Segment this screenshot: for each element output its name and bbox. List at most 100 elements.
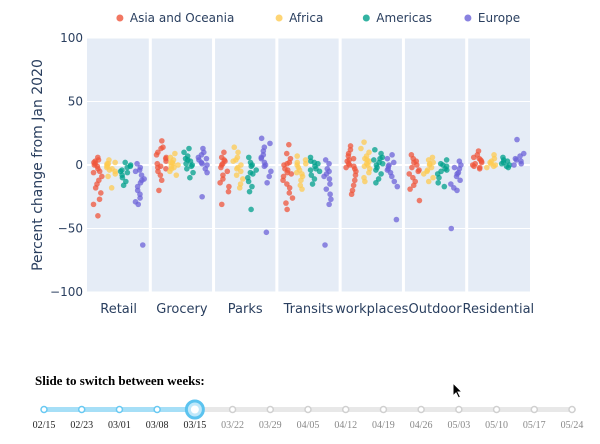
slider-step-label[interactable]: 03/22 xyxy=(221,420,244,431)
data-point xyxy=(95,213,101,219)
data-point xyxy=(112,171,119,177)
slider-step-dot[interactable] xyxy=(304,405,312,414)
data-point xyxy=(96,168,103,175)
data-point xyxy=(134,160,140,167)
data-point xyxy=(454,171,460,177)
slider-step-dot[interactable] xyxy=(40,405,48,414)
slider-step-label[interactable]: 05/03 xyxy=(447,420,470,431)
slider-step-label[interactable]: 05/24 xyxy=(561,420,584,431)
data-point xyxy=(406,171,413,177)
slider-step-label[interactable]: 03/01 xyxy=(108,420,131,431)
data-point xyxy=(106,167,113,173)
slider-step-dot[interactable] xyxy=(153,405,161,414)
data-point xyxy=(293,169,300,176)
data-point xyxy=(246,188,253,195)
slider-step-dot[interactable] xyxy=(417,405,425,414)
data-point xyxy=(199,160,205,167)
slider-step-dot[interactable] xyxy=(568,405,576,414)
data-point xyxy=(284,160,290,167)
y-axis-title: Percent change from Jan 2020 xyxy=(30,59,46,271)
data-point xyxy=(364,157,370,163)
slider-step-label[interactable]: 04/05 xyxy=(297,420,320,431)
data-point xyxy=(294,153,301,159)
slider-step-label[interactable]: 03/08 xyxy=(146,420,169,431)
data-point xyxy=(90,169,97,176)
data-point xyxy=(266,173,273,180)
legend-label: Americas xyxy=(376,11,432,25)
data-point xyxy=(371,157,377,163)
data-point xyxy=(226,183,232,190)
data-point xyxy=(217,179,223,186)
week-slider[interactable]: 02/15 02/23 03/01 03/08 03/15 03/22 03/29 04/05… xyxy=(0,395,600,444)
x-category-label: Residential xyxy=(463,302,535,317)
slider-step-dot[interactable] xyxy=(379,405,388,414)
data-point xyxy=(203,155,210,162)
slider-step-dot[interactable] xyxy=(492,405,501,414)
data-point xyxy=(173,172,180,178)
data-point xyxy=(513,157,520,163)
legend-item[interactable]: Africa xyxy=(275,11,324,25)
data-point xyxy=(225,188,232,195)
data-point xyxy=(424,168,430,175)
y-tick-label: −50 xyxy=(58,222,83,236)
data-point xyxy=(487,159,493,166)
data-point xyxy=(309,181,316,187)
data-point xyxy=(346,162,353,168)
data-point xyxy=(426,160,433,167)
x-category-label: Outdoor xyxy=(409,302,463,317)
slider-step-dot[interactable] xyxy=(228,405,237,414)
data-point xyxy=(386,162,392,168)
slider-step-dot[interactable] xyxy=(530,405,539,414)
data-point xyxy=(411,159,417,166)
slider-step-dot[interactable] xyxy=(341,405,350,414)
slider-step-label[interactable]: 03/15 xyxy=(183,420,206,431)
data-point xyxy=(321,173,327,180)
data-point xyxy=(498,160,505,167)
data-point xyxy=(517,153,523,159)
legend-item[interactable]: Americas xyxy=(362,11,432,25)
data-point xyxy=(504,158,511,164)
data-point xyxy=(286,190,293,196)
slider-step-dot[interactable] xyxy=(115,405,124,414)
legend-item[interactable]: Europe xyxy=(464,11,520,25)
slider-step-label[interactable]: 05/17 xyxy=(523,420,546,431)
slider-step-dot[interactable] xyxy=(455,405,463,414)
mouse-cursor-icon xyxy=(452,382,464,399)
slider-step-label[interactable]: 04/19 xyxy=(372,420,395,431)
x-category-label: workplaces xyxy=(335,302,408,317)
slider-step-label[interactable]: 04/26 xyxy=(410,420,433,431)
data-point xyxy=(389,173,395,180)
data-point xyxy=(190,169,196,176)
data-point xyxy=(264,179,270,186)
slider-title: Slide to switch between weeks: xyxy=(35,373,205,388)
data-point xyxy=(362,178,368,185)
data-point xyxy=(326,176,333,182)
legend-label: Europe xyxy=(478,11,520,25)
data-point xyxy=(379,160,386,167)
data-point xyxy=(358,145,364,152)
data-point xyxy=(108,185,115,191)
slider-step-label[interactable]: 02/15 xyxy=(33,420,56,431)
legend-item[interactable]: Asia and Oceania xyxy=(116,11,234,25)
data-point xyxy=(236,185,243,191)
slider-step-dot[interactable] xyxy=(77,405,86,414)
legend-marker xyxy=(275,14,283,22)
legend-label: Asia and Oceania xyxy=(130,11,234,25)
slider-step-dot[interactable] xyxy=(266,405,275,414)
data-point xyxy=(505,164,512,171)
data-point xyxy=(307,167,314,173)
slider-step-label[interactable]: 05/10 xyxy=(485,420,508,431)
legend[interactable]: Asia and Oceania Africa Americas Europe xyxy=(116,11,520,25)
data-point xyxy=(248,206,254,213)
data-point xyxy=(199,193,205,200)
data-point xyxy=(490,163,497,170)
data-point xyxy=(407,186,413,192)
slider-step-label[interactable]: 03/29 xyxy=(259,420,282,431)
data-point xyxy=(470,154,477,161)
slider-step-label[interactable]: 04/12 xyxy=(334,420,357,431)
data-point xyxy=(440,162,446,168)
data-point xyxy=(302,160,309,167)
data-point xyxy=(204,169,210,176)
data-point xyxy=(153,152,160,158)
slider-step-label[interactable]: 02/23 xyxy=(70,420,93,431)
